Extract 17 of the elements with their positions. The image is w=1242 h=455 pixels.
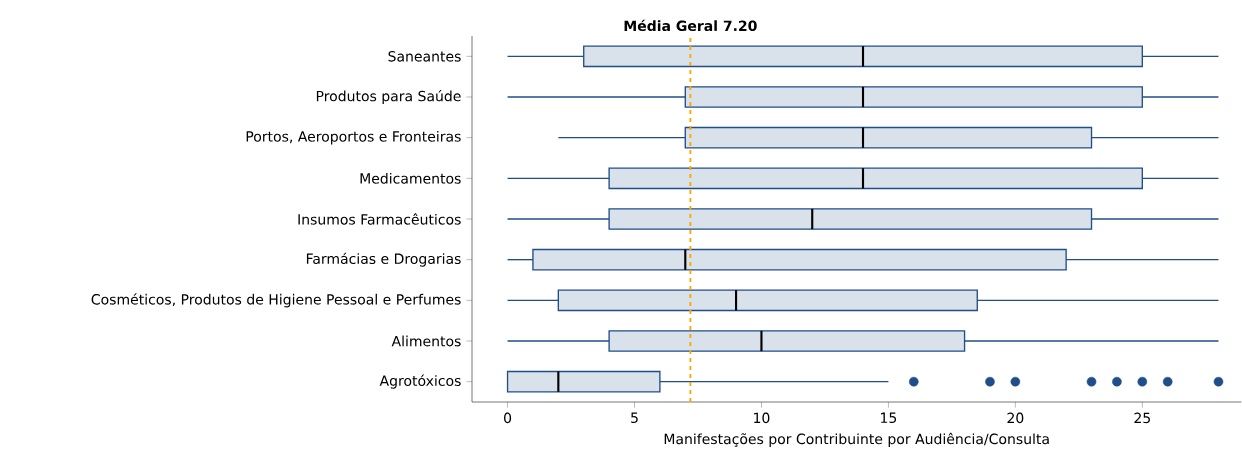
x-tick-label: 0	[504, 412, 512, 424]
y-tick-label: Medicamentos	[360, 172, 461, 184]
x-tick-label: 10	[754, 412, 770, 424]
y-tick-label: Insumos Farmacêuticos	[298, 213, 461, 225]
y-tick-label: Farmácias e Drogarias	[306, 252, 461, 267]
x-tick-label: 25	[1134, 412, 1150, 424]
x-tick-label: 5	[631, 412, 638, 424]
y-tick-label: Saneantes	[388, 51, 461, 62]
x-axis-title: Manifestações por Contribuinte por Audiência/Consulta	[664, 432, 1049, 447]
y-tick-label: Cosméticos, Produtos de Higiene Pessoal e Perfumes	[91, 293, 461, 308]
y-tick-label: Portos, Aeroportos e Fronteiras	[246, 130, 461, 145]
ref-line-label: Média Geral 7.20	[624, 19, 757, 32]
y-tick-label: Alimentos	[391, 335, 461, 347]
y-tick-label: Agrotóxicos	[379, 374, 461, 389]
x-tick-label: 20	[1007, 412, 1024, 424]
y-tick-label: Produtos para Saúde	[316, 89, 461, 105]
x-tick-label: 15	[881, 412, 897, 424]
